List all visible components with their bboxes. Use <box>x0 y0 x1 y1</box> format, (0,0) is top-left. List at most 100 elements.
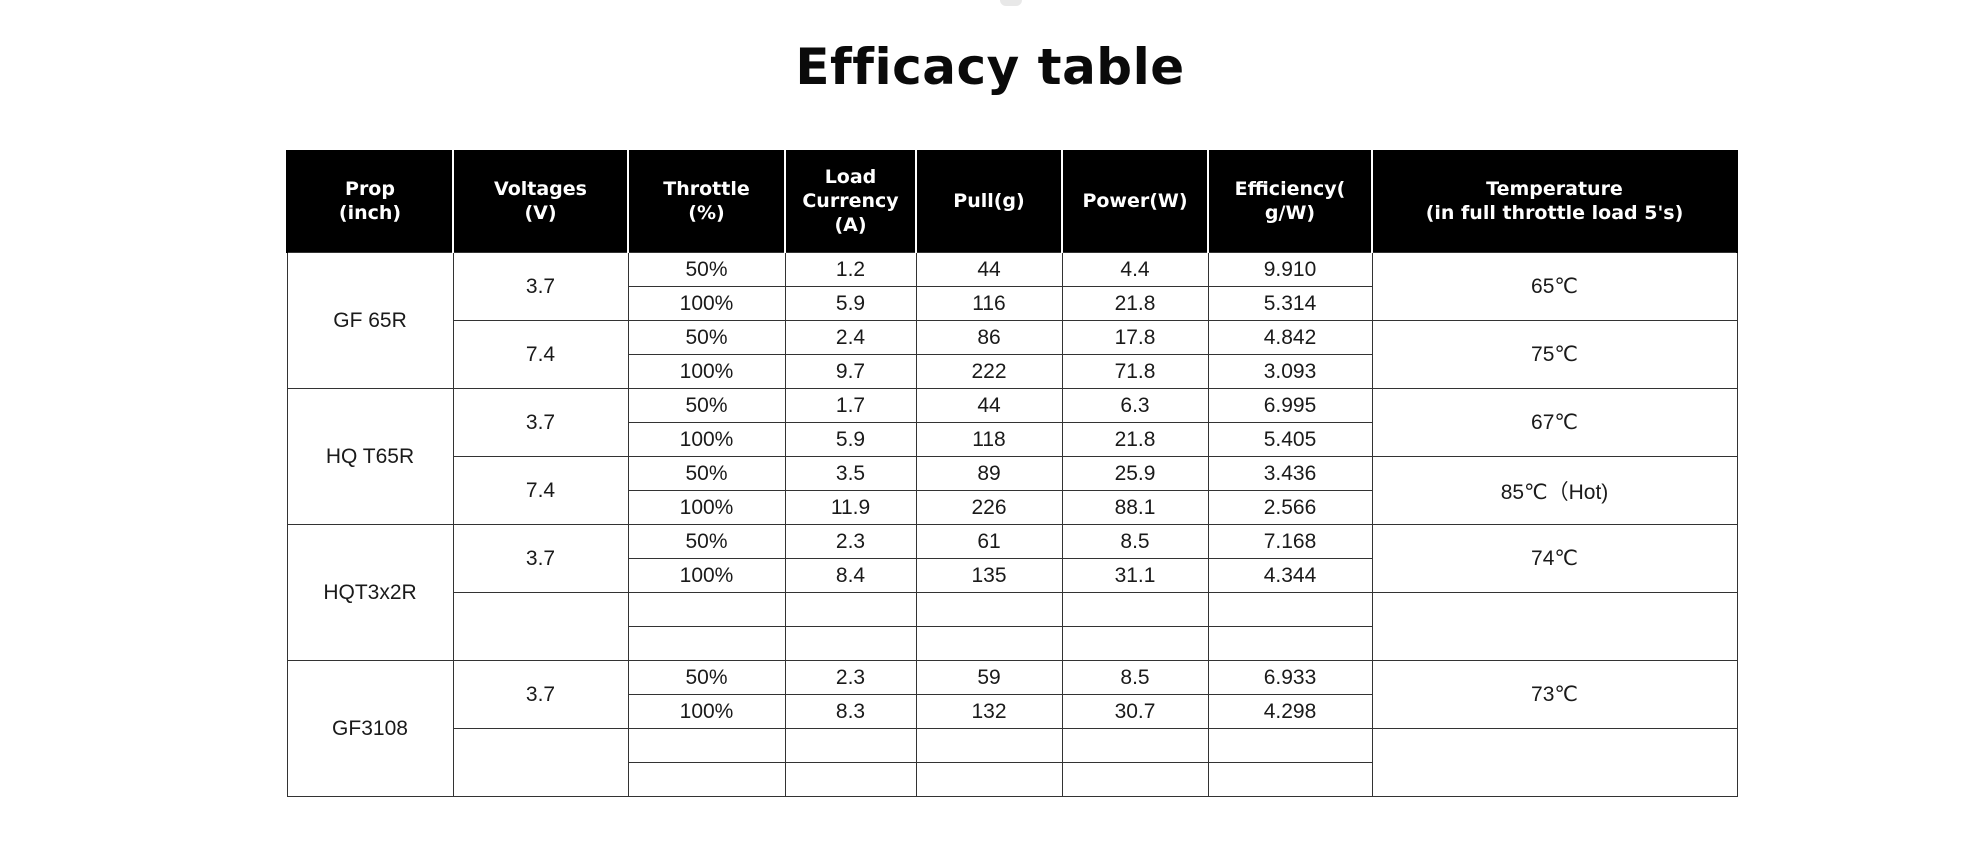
current-cell: 2.3 <box>784 524 917 559</box>
current-cell: 5.9 <box>784 422 917 457</box>
temperature-cell: 74℃ <box>1371 524 1738 593</box>
power-cell: 4.4 <box>1061 252 1209 287</box>
efficiency-cell: 3.093 <box>1207 354 1373 389</box>
current-cell: 5.9 <box>784 286 917 321</box>
voltage-cell <box>452 728 629 797</box>
header-voltages: Voltages (V) <box>452 150 629 253</box>
voltage-cell: 7.4 <box>452 320 629 389</box>
throttle-cell: 100% <box>627 354 786 389</box>
power-cell: 21.8 <box>1061 286 1209 321</box>
throttle-cell: 100% <box>627 558 786 593</box>
current-cell: 2.3 <box>784 660 917 695</box>
table-row: 100% 11.9 226 88.1 2.566 <box>287 490 1737 525</box>
pull-cell <box>915 626 1063 661</box>
table-row <box>287 762 1737 797</box>
table-row: 7.4 50% 2.4 86 17.8 4.842 75℃ <box>287 320 1738 389</box>
power-cell <box>1061 626 1209 661</box>
efficiency-cell: 9.910 <box>1207 252 1373 287</box>
throttle-cell <box>627 728 786 763</box>
prop-cell: HQT3x2R <box>286 524 454 661</box>
temperature-cell: 65℃ <box>1371 252 1738 321</box>
throttle-cell: 100% <box>627 286 786 321</box>
throttle-cell: 50% <box>627 456 786 491</box>
current-cell: 2.4 <box>784 320 917 355</box>
efficacy-table: Prop (inch) Voltages (V) Throttle (%) Lo… <box>286 150 1738 797</box>
pull-cell: 89 <box>915 456 1063 491</box>
header-power: Power(W) <box>1061 150 1209 253</box>
power-cell: 30.7 <box>1061 694 1209 729</box>
temperature-cell: 85℃（Hot) <box>1371 456 1738 525</box>
table-row: 100% 5.9 118 21.8 5.405 <box>287 422 1737 457</box>
voltage-cell <box>452 592 629 661</box>
efficiency-cell <box>1207 762 1373 797</box>
prop-cell: GF3108 <box>286 660 454 797</box>
pull-cell: 118 <box>915 422 1063 457</box>
table-row: 100% 9.7 222 71.8 3.093 <box>287 354 1737 389</box>
voltage-cell: 7.4 <box>452 456 629 525</box>
efficiency-cell <box>1207 728 1373 763</box>
throttle-cell <box>627 762 786 797</box>
voltage-cell: 3.7 <box>452 524 629 593</box>
power-cell: 21.8 <box>1061 422 1209 457</box>
header-temperature: Temperature (in full throttle load 5's) <box>1371 150 1738 253</box>
header-load-current: Load Currency (A) <box>784 150 917 253</box>
pull-cell: 61 <box>915 524 1063 559</box>
table-header: Prop (inch) Voltages (V) Throttle (%) Lo… <box>286 150 1738 253</box>
header-throttle: Throttle (%) <box>627 150 786 253</box>
efficiency-cell: 6.933 <box>1207 660 1373 695</box>
pull-cell: 86 <box>915 320 1063 355</box>
power-cell: 31.1 <box>1061 558 1209 593</box>
table-row: GF3108 3.7 50% 2.3 59 8.5 6.933 73℃ <box>286 660 1738 797</box>
voltage-cell: 3.7 <box>452 660 629 729</box>
pull-cell: 59 <box>915 660 1063 695</box>
power-cell <box>1061 762 1209 797</box>
throttle-cell: 100% <box>627 490 786 525</box>
temperature-cell <box>1371 592 1738 661</box>
throttle-cell <box>627 626 786 661</box>
temperature-cell: 75℃ <box>1371 320 1738 389</box>
throttle-cell <box>627 592 786 627</box>
current-cell: 9.7 <box>784 354 917 389</box>
current-cell: 8.4 <box>784 558 917 593</box>
table-body: GF 65R 3.7 50% 1.2 44 4.4 9.910 65℃ 100%… <box>286 252 1738 797</box>
temperature-cell <box>1371 728 1738 797</box>
power-cell: 8.5 <box>1061 524 1209 559</box>
header-prop: Prop (inch) <box>286 150 454 253</box>
header-pull: Pull(g) <box>915 150 1063 253</box>
throttle-cell: 50% <box>627 388 786 423</box>
power-cell: 88.1 <box>1061 490 1209 525</box>
current-cell: 3.5 <box>784 456 917 491</box>
efficiency-cell: 5.405 <box>1207 422 1373 457</box>
header-efficiency: Efficiency( g/W) <box>1207 150 1373 253</box>
power-cell <box>1061 592 1209 627</box>
table-row <box>287 626 1737 661</box>
throttle-cell: 50% <box>627 524 786 559</box>
prop-cell: HQ T65R <box>286 388 454 525</box>
current-cell <box>784 762 917 797</box>
page-title: Efficacy table <box>795 38 1185 96</box>
prop-cell: GF 65R <box>286 252 454 389</box>
pull-cell <box>915 592 1063 627</box>
table-row <box>287 592 1738 661</box>
current-cell: 8.3 <box>784 694 917 729</box>
current-cell: 1.7 <box>784 388 917 423</box>
efficiency-cell: 4.298 <box>1207 694 1373 729</box>
power-cell: 71.8 <box>1061 354 1209 389</box>
throttle-cell: 50% <box>627 252 786 287</box>
table-row: HQT3x2R 3.7 50% 2.3 61 8.5 7.168 74℃ <box>286 524 1738 661</box>
efficiency-cell: 6.995 <box>1207 388 1373 423</box>
throttle-cell: 50% <box>627 660 786 695</box>
pull-cell: 135 <box>915 558 1063 593</box>
current-cell <box>784 592 917 627</box>
throttle-cell: 100% <box>627 694 786 729</box>
power-cell: 17.8 <box>1061 320 1209 355</box>
power-cell: 6.3 <box>1061 388 1209 423</box>
pull-cell <box>915 762 1063 797</box>
table-row: HQ T65R 3.7 50% 1.7 44 6.3 6.995 67℃ <box>286 388 1738 525</box>
throttle-cell: 50% <box>627 320 786 355</box>
top-decoration <box>1000 0 1022 6</box>
table-row: 100% 5.9 116 21.8 5.314 <box>287 286 1737 321</box>
efficiency-cell: 3.436 <box>1207 456 1373 491</box>
current-cell <box>784 728 917 763</box>
pull-cell <box>915 728 1063 763</box>
